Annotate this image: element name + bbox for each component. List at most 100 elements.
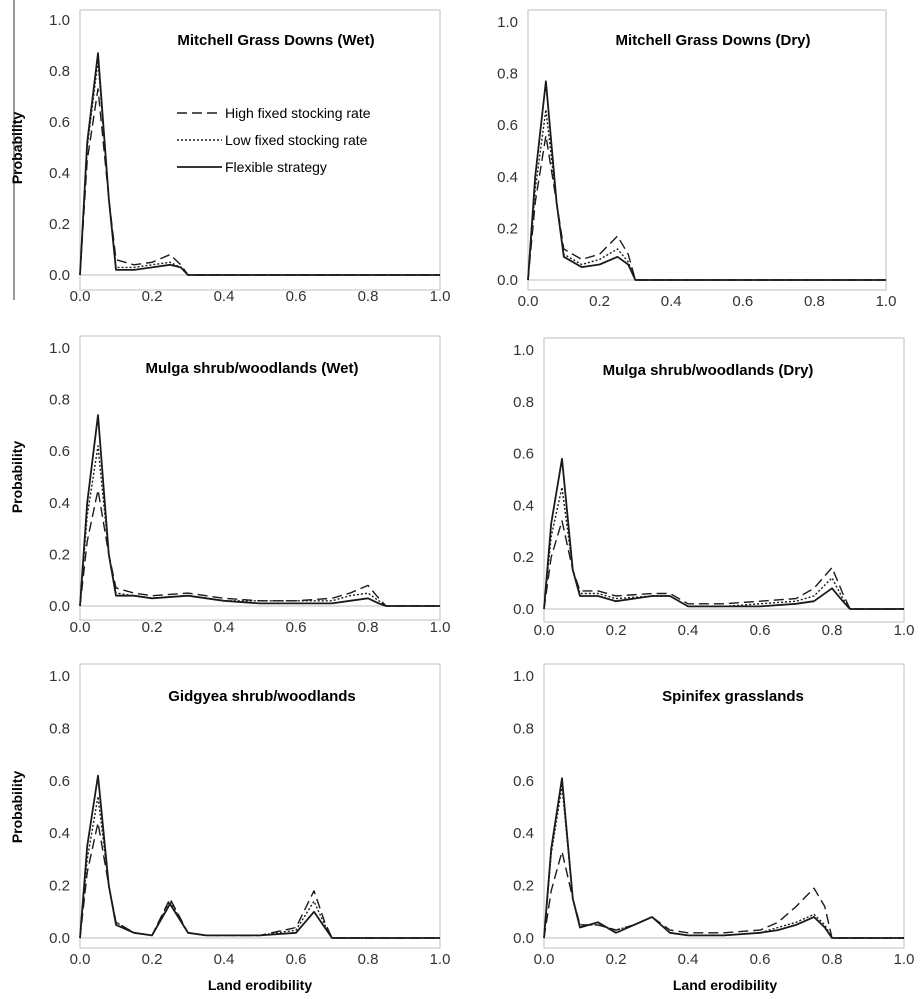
plot-frame xyxy=(527,9,887,291)
y-tick-label: 0.0 xyxy=(513,601,534,618)
x-tick-label: 0.8 xyxy=(804,293,825,310)
plot-frame xyxy=(543,663,905,949)
series-line-low-fixed-stocking-rate xyxy=(79,445,440,607)
y-tick-label: 0.6 xyxy=(49,773,70,790)
x-tick-label: 0.6 xyxy=(286,288,307,305)
y-tick-label: 0.6 xyxy=(49,443,70,460)
x-tick-label: 1.0 xyxy=(430,288,451,305)
chart-panel-1: 0.0 0.2 0.4 0.6 0.8 1.0 0.0 0.2 0.4 0.6 0.8 1.0 Mitc… xyxy=(9,9,451,305)
chart-title: Mulga shrub/woodlands (Dry) xyxy=(603,362,814,379)
x-tick-label: 0.0 xyxy=(70,619,91,636)
y-tick-label: 1.0 xyxy=(513,342,534,359)
series-line-low-fixed-stocking-rate xyxy=(543,785,904,939)
series-line-flexible-strategy xyxy=(543,777,904,939)
x-tick-label: 0.4 xyxy=(214,288,235,305)
y-tick-label: 0.4 xyxy=(497,169,518,186)
series-line-high-fixed-stocking-rate xyxy=(543,520,904,610)
x-tick-label: 1.0 xyxy=(894,951,915,968)
x-tick-label: 0.0 xyxy=(70,951,91,968)
x-tick-label: 0.8 xyxy=(358,619,379,636)
series-line-low-fixed-stocking-rate xyxy=(79,795,440,939)
x-tick-label: 0.2 xyxy=(142,619,163,636)
series-line-flexible-strategy xyxy=(527,80,886,281)
y-axis-label: Probability xyxy=(9,441,25,514)
y-tick-label: 0.0 xyxy=(49,267,70,284)
x-tick-label: 0.4 xyxy=(678,951,699,968)
legend-label: Low fixed stocking rate xyxy=(225,132,368,148)
x-tick-label: 0.0 xyxy=(534,622,555,639)
x-axis-label: Land erodibility xyxy=(208,977,312,993)
chart-panel-5: 0.0 0.2 0.4 0.6 0.8 1.0 0.0 0.2 0.4 0.6 0.8 1.0 Gidg… xyxy=(9,663,451,993)
chart-title: Mitchell Grass Downs (Dry) xyxy=(615,32,810,49)
x-tick-label: 0.8 xyxy=(822,622,843,639)
series-line-low-fixed-stocking-rate xyxy=(527,108,886,281)
y-tick-label: 0.2 xyxy=(497,220,518,237)
x-tick-label: 0.8 xyxy=(822,951,843,968)
series-line-flexible-strategy xyxy=(79,414,440,607)
y-tick-label: 0.6 xyxy=(513,446,534,463)
y-tick-label: 1.0 xyxy=(513,668,534,685)
x-tick-label: 1.0 xyxy=(430,951,451,968)
plot-frame xyxy=(543,337,905,623)
chart-title: Spinifex grasslands xyxy=(662,688,804,705)
x-tick-label: 1.0 xyxy=(430,619,451,636)
legend-label: High fixed stocking rate xyxy=(225,105,371,121)
y-tick-label: 1.0 xyxy=(49,12,70,29)
y-tick-label: 0.8 xyxy=(49,63,70,80)
x-tick-label: 0.4 xyxy=(214,951,235,968)
y-tick-label: 0.8 xyxy=(49,392,70,409)
series-line-high-fixed-stocking-rate xyxy=(527,134,886,281)
y-tick-label: 0.4 xyxy=(513,497,534,514)
y-tick-label: 0.4 xyxy=(49,825,70,842)
x-tick-label: 0.4 xyxy=(678,622,699,639)
x-axis-label: Land erodibility xyxy=(673,977,777,993)
y-tick-label: 1.0 xyxy=(49,340,70,357)
y-tick-label: 0.8 xyxy=(513,720,534,737)
chart-title: Gidgyea shrub/woodlands xyxy=(168,688,356,705)
x-tick-label: 0.0 xyxy=(70,288,91,305)
y-tick-label: 0.2 xyxy=(49,878,70,895)
y-tick-label: 0.4 xyxy=(49,165,70,182)
series-line-flexible-strategy xyxy=(543,457,904,610)
y-tick-label: 0.0 xyxy=(49,598,70,615)
series-line-high-fixed-stocking-rate xyxy=(79,822,440,939)
y-tick-label: 0.2 xyxy=(513,549,534,566)
y-tick-label: 0.6 xyxy=(49,114,70,131)
x-tick-label: 0.8 xyxy=(358,951,379,968)
series-line-flexible-strategy xyxy=(79,52,440,276)
y-axis-label: Probability xyxy=(9,112,25,185)
chart-title: Mitchell Grass Downs (Wet) xyxy=(177,32,374,49)
series-line-high-fixed-stocking-rate xyxy=(79,489,440,607)
chart-panel-4: 0.0 0.2 0.4 0.6 0.8 1.0 0.0 0.2 0.4 0.6 0.8 1.0 Mulg… xyxy=(513,337,915,639)
plot-frame xyxy=(79,335,441,621)
y-tick-label: 1.0 xyxy=(497,14,518,31)
series-line-high-fixed-stocking-rate xyxy=(543,850,904,939)
y-tick-label: 0.8 xyxy=(497,66,518,83)
x-tick-label: 1.0 xyxy=(876,293,897,310)
x-tick-label: 0.0 xyxy=(534,951,555,968)
y-tick-label: 0.4 xyxy=(49,495,70,512)
y-tick-label: 0.0 xyxy=(497,272,518,289)
chart-panel-6: 0.0 0.2 0.4 0.6 0.8 1.0 0.0 0.2 0.4 0.6 0.8 1.0 Spin… xyxy=(513,663,915,993)
x-tick-label: 0.2 xyxy=(606,622,627,639)
x-tick-label: 0.2 xyxy=(142,288,163,305)
y-tick-label: 0.6 xyxy=(497,117,518,134)
y-tick-label: 0.6 xyxy=(513,773,534,790)
x-tick-label: 0.6 xyxy=(750,622,771,639)
plot-frame xyxy=(79,9,441,291)
y-tick-label: 1.0 xyxy=(49,668,70,685)
chart-panel-2: 0.0 0.2 0.4 0.6 0.8 1.0 0.0 0.2 0.4 0.6 0.8 1.0 Mitc… xyxy=(497,9,897,310)
x-tick-label: 0.6 xyxy=(286,619,307,636)
y-tick-label: 0.8 xyxy=(49,720,70,737)
x-tick-label: 0.6 xyxy=(732,293,753,310)
chart-title: Mulga shrub/woodlands (Wet) xyxy=(145,360,358,377)
y-tick-label: 0.2 xyxy=(49,216,70,233)
x-tick-label: 0.2 xyxy=(589,293,610,310)
y-tick-label: 0.0 xyxy=(49,930,70,947)
y-tick-label: 0.2 xyxy=(513,878,534,895)
y-tick-label: 0.4 xyxy=(513,825,534,842)
x-tick-label: 0.2 xyxy=(142,951,163,968)
x-tick-label: 1.0 xyxy=(894,622,915,639)
y-tick-label: 0.8 xyxy=(513,394,534,411)
